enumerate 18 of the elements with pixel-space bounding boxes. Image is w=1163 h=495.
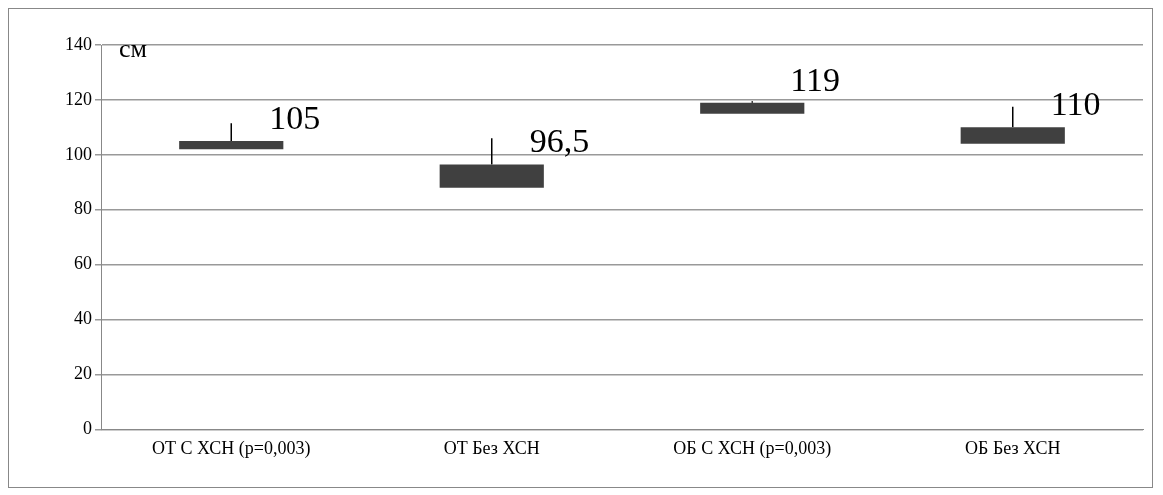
y-tick-label: 80 — [74, 198, 92, 219]
y-tick-label: 100 — [65, 143, 92, 164]
y-tick-label: 60 — [74, 253, 92, 274]
x-tick-label: ОБ Без ХСН — [965, 437, 1061, 458]
y-tick-label: 0 — [83, 418, 92, 439]
y-tick-label: 20 — [74, 363, 92, 384]
candlestick — [700, 102, 805, 114]
x-tick-label: ОБ С ХСН (p=0,003) — [673, 437, 832, 459]
y-tick-label: 40 — [74, 308, 92, 329]
annotation: 119 — [790, 60, 840, 98]
y-tick-label: 140 — [65, 33, 92, 54]
x-tick-label: ОТ С ХСН (p=0,003) — [152, 437, 311, 459]
annotation: 105 — [269, 99, 321, 137]
x-tick-label: ОТ Без ХСН — [443, 437, 540, 458]
y-tick-label: 120 — [65, 88, 92, 109]
annotation: 96,5 — [529, 122, 590, 160]
annotation: 110 — [1050, 85, 1101, 123]
y-axis-title: см — [119, 34, 147, 63]
